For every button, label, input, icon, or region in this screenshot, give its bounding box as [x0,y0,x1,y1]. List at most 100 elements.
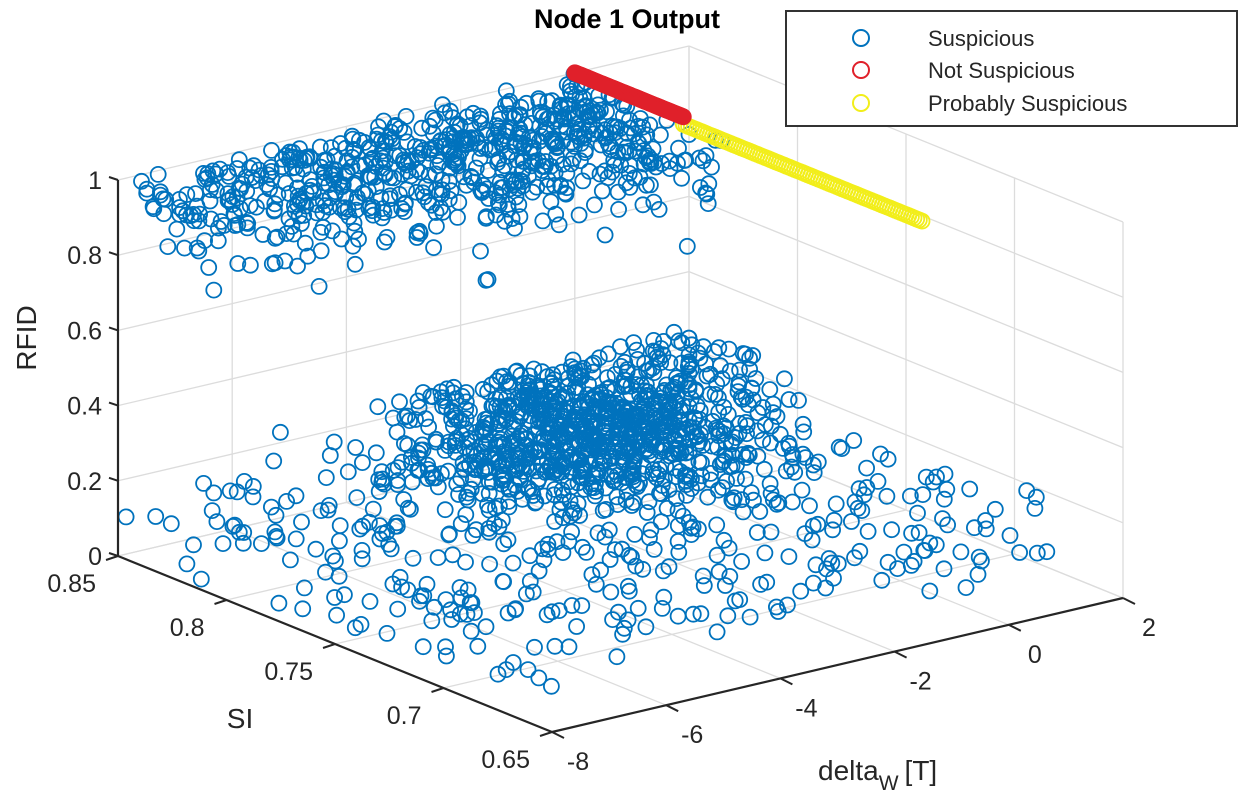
point-suspicious [310,277,328,295]
point-suspicious [295,579,313,597]
point-suspicious [350,230,367,248]
point-suspicious [612,156,630,174]
point-suspicious [321,447,339,464]
point-suspicious [628,376,645,393]
point-suspicious [521,572,539,590]
point-suspicious [411,592,428,610]
point-suspicious [792,582,810,600]
point-suspicious [144,198,162,216]
point-suspicious [642,521,660,539]
point-suspicious [624,464,642,482]
point-suspicious [496,212,514,230]
point-suspicious [326,552,344,570]
y-tick-label: 0.65 [481,746,530,774]
point-suspicious [547,395,565,413]
point-suspicious [414,384,432,401]
point-suspicious [824,521,841,539]
point-suspicious [247,198,265,216]
point-suspicious [707,419,725,437]
point-suspicious [415,188,433,206]
point-suspicious [710,481,727,499]
y-tick-label: 0.8 [170,614,205,642]
point-suspicious [483,376,500,394]
point-suspicious [818,560,835,578]
point-suspicious [561,492,579,510]
point-suspicious [389,600,407,618]
point-not-suspicious [674,108,692,126]
point-suspicious [583,412,600,430]
point-suspicious [591,165,609,183]
point-suspicious [770,494,788,512]
point-suspicious [657,457,675,475]
point-suspicious [883,521,900,539]
point-suspicious [294,600,312,618]
point-suspicious [754,431,772,449]
point-suspicious [428,147,446,165]
point-suspicious [410,399,428,416]
legend-label-probably-suspicious: Probably Suspicious [928,91,1127,116]
point-suspicious [858,459,875,477]
point-suspicious [737,470,754,488]
point-suspicious [385,169,403,187]
side-wall-grid-line [688,45,1124,223]
point-suspicious [547,205,565,223]
point-suspicious [434,397,452,415]
point-suspicious [747,370,765,387]
point-suspicious [423,612,441,630]
point-suspicious [744,391,762,409]
point-suspicious [638,376,655,393]
point-suspicious [764,395,782,413]
point-suspicious [469,637,487,655]
point-suspicious [395,203,413,221]
point-suspicious [538,400,556,418]
point-suspicious [710,403,728,421]
point-suspicious [682,519,700,537]
point-suspicious [628,405,646,423]
point-suspicious [590,390,607,408]
point-suspicious [574,538,591,556]
point-suspicious [723,491,741,509]
point-suspicious [723,433,741,451]
point-suspicious [478,435,496,453]
x-axis-label-unit: [T] [905,755,938,786]
point-suspicious [230,523,248,541]
point-suspicious [207,165,225,183]
point-suspicious [952,543,970,561]
point-suspicious [339,463,357,481]
point-suspicious [467,521,485,539]
point-suspicious [635,130,652,148]
point-suspicious [823,554,841,572]
point-suspicious [364,500,382,518]
point-suspicious [501,105,518,123]
point-suspicious [354,517,372,535]
point-suspicious [784,493,801,511]
point-suspicious [332,135,349,152]
point-suspicious [133,172,150,190]
point-suspicious [289,257,306,275]
point-suspicious [521,381,539,398]
point-suspicious [526,494,544,512]
point-suspicious [348,489,366,507]
point-suspicious [543,677,560,695]
point-suspicious [563,597,581,614]
point-suspicious [259,166,277,184]
point-suspicious [756,544,774,562]
point-suspicious [262,498,280,516]
point-suspicious [523,115,540,132]
point-suspicious [571,451,589,469]
point-suspicious [626,526,644,543]
point-suspicious [287,530,305,548]
z-tick [108,401,119,407]
point-suspicious [546,513,563,530]
point-suspicious [462,622,480,640]
point-suspicious [364,206,382,224]
point-suspicious [286,202,304,220]
point-suspicious [869,472,887,490]
point-suspicious [640,152,658,170]
point-suspicious [631,168,649,186]
point-suspicious [408,229,426,246]
point-suspicious [524,154,542,172]
point-suspicious [480,501,498,519]
point-suspicious [474,182,492,200]
point-suspicious [278,225,295,243]
